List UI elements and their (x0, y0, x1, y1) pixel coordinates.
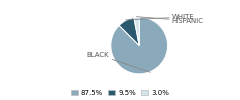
Wedge shape (111, 17, 168, 74)
Wedge shape (134, 17, 139, 46)
Wedge shape (119, 18, 139, 46)
Text: WHITE: WHITE (126, 14, 195, 20)
Text: BLACK: BLACK (87, 52, 150, 72)
Legend: 87.5%, 9.5%, 3.0%: 87.5%, 9.5%, 3.0% (70, 89, 170, 96)
Text: HISPANIC: HISPANIC (137, 17, 204, 24)
